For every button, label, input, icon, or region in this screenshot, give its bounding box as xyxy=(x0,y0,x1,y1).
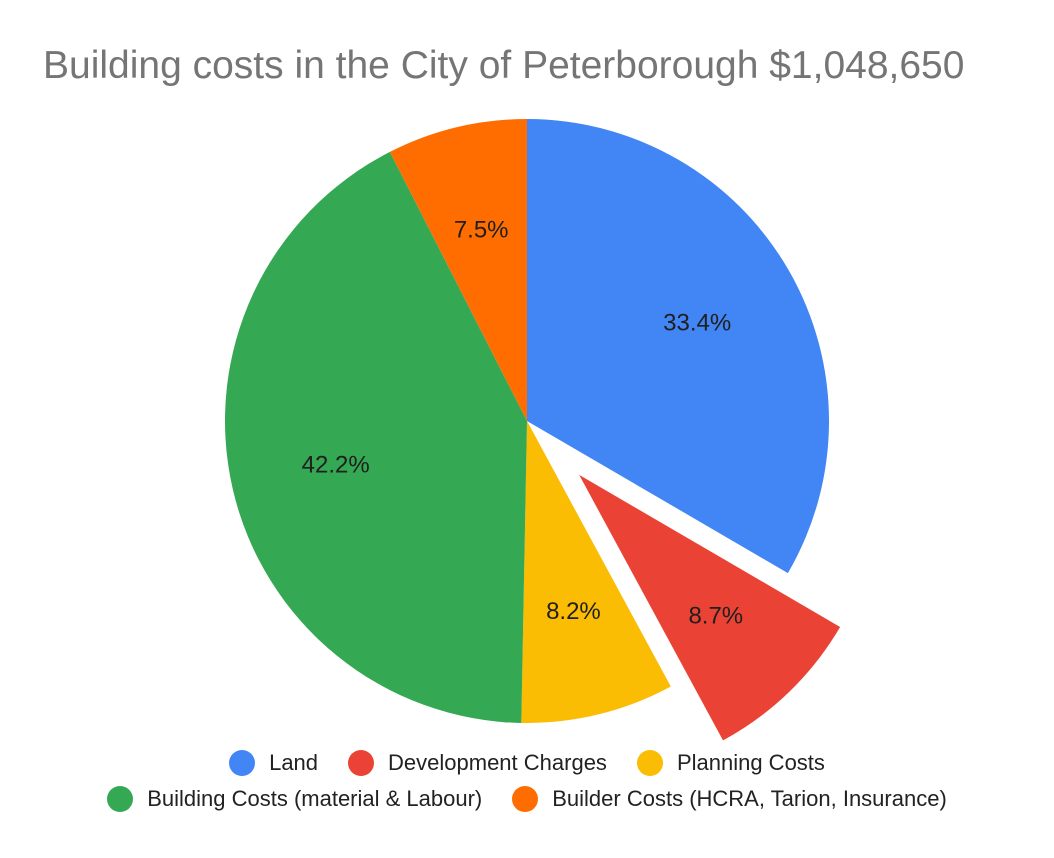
legend-label-builder-costs: Builder Costs (HCRA, Tarion, Insurance) xyxy=(552,786,947,811)
pie-slice-land[interactable] xyxy=(527,119,829,574)
pie-slice-planning-costs[interactable] xyxy=(521,421,671,723)
legend-item-land[interactable]: Land xyxy=(229,750,318,776)
legend-swatch-development-charges xyxy=(348,750,375,776)
legend-label-building-costs: Building Costs (material & Labour) xyxy=(147,786,483,811)
legend-swatch-planning-costs xyxy=(636,750,663,776)
legend-item-planning-costs[interactable]: Planning Costs xyxy=(636,750,825,776)
legend-swatch-building-costs xyxy=(107,786,134,812)
data-label-land: 33.4% xyxy=(663,310,731,337)
legend-swatch-builder-costs xyxy=(512,786,539,812)
legend-item-development-charges[interactable]: Development Charges xyxy=(348,750,607,776)
legend-swatch-land xyxy=(229,750,256,776)
legend-item-builder-costs[interactable]: Builder Costs (HCRA, Tarion, Insurance) xyxy=(512,786,947,812)
data-label-development-charges: 8.7% xyxy=(688,602,743,629)
data-label-planning-costs: 8.2% xyxy=(546,598,601,625)
pie-slice-building-costs-material-labour[interactable] xyxy=(224,151,527,723)
data-label-building-costs-material-labour: 42.2% xyxy=(302,452,370,479)
legend-label-planning-costs: Planning Costs xyxy=(676,750,825,775)
pie-slice-development-charges[interactable] xyxy=(579,474,841,741)
data-label-builder-costs-hcra-tarion-insurance: 7.5% xyxy=(454,217,509,244)
legend-row-1: Land Development Charges Planning Costs xyxy=(0,750,1054,776)
legend-label-development-charges: Development Charges xyxy=(388,750,607,775)
legend-item-building-costs[interactable]: Building Costs (material & Labour) xyxy=(107,786,482,812)
legend-label-land: Land xyxy=(269,750,319,775)
chart-title: Building costs in the City of Peterborou… xyxy=(43,44,965,87)
pie-slice-builder-costs-hcra-tarion-insurance[interactable] xyxy=(389,119,527,421)
legend-row-2: Building Costs (material & Labour) Build… xyxy=(0,786,1054,812)
